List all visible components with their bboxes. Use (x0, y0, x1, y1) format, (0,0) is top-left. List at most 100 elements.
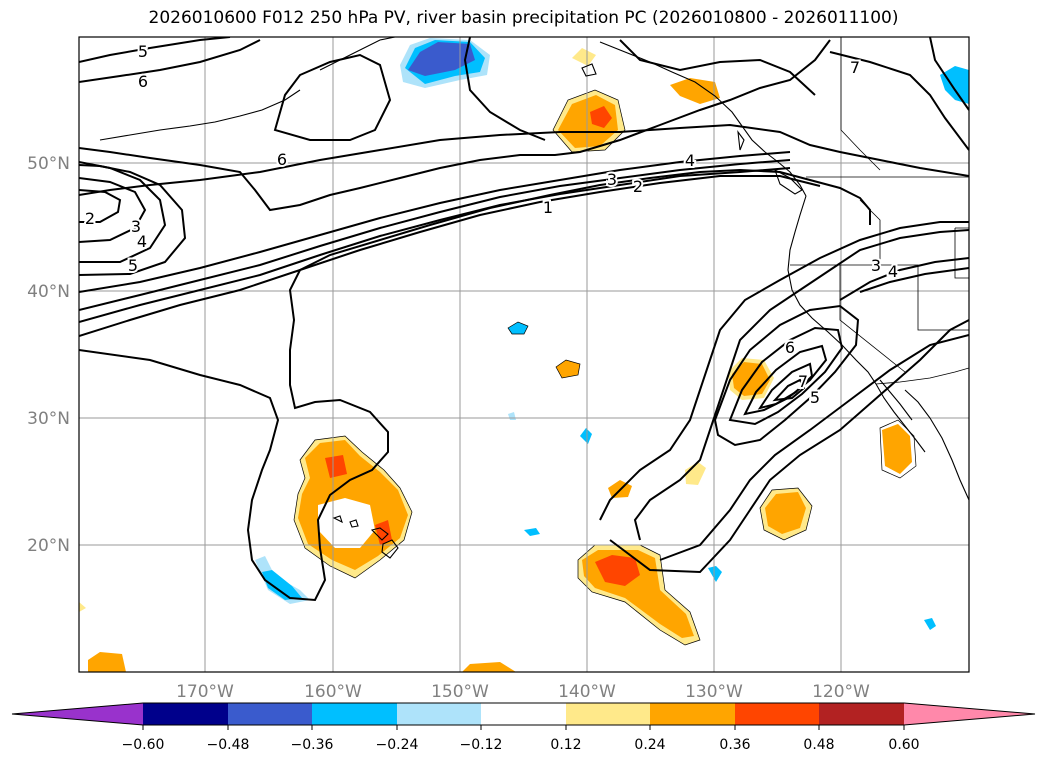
lon-label: 160°W (304, 682, 362, 702)
shade-positive-strong (590, 106, 612, 128)
colorbar-tick-label: −0.12 (460, 737, 503, 753)
shade-positive (765, 492, 806, 534)
hawaii-island (381, 539, 399, 559)
alaska-canada-border (840, 37, 881, 171)
lat-labels: 50°N 40°N 30°N 20°N (27, 154, 70, 556)
colorbar-tick-label: −0.24 (376, 737, 419, 753)
pv-contour (859, 267, 969, 293)
contour-label: 5 (138, 42, 148, 61)
state-border (880, 264, 969, 331)
contour-label: 1 (543, 198, 553, 217)
lon-label: 120°W (812, 682, 870, 702)
shade-positive (556, 360, 580, 378)
pv-contour (659, 334, 969, 561)
shade-positive-light (685, 462, 706, 485)
shade-negative (262, 570, 302, 600)
bc-coast (741, 125, 807, 197)
colorbar-segment (481, 703, 566, 725)
pv-contour (839, 257, 969, 301)
colorbar-tick-label: 0.60 (888, 737, 919, 753)
contour-label: 3 (131, 217, 141, 236)
contour-label: 4 (888, 262, 898, 281)
contour-label: 5 (128, 256, 138, 275)
pv-contour (619, 39, 816, 96)
gulf-of-california (879, 379, 913, 421)
aleutian-chain (99, 89, 301, 141)
lat-label: 40°N (27, 282, 70, 302)
pv-contour (757, 362, 814, 410)
colorbar-tick-label: 0.48 (803, 737, 834, 753)
colorbar-segment (397, 703, 481, 725)
colorbar-extend-left (12, 703, 143, 725)
shade-outline (879, 419, 917, 479)
pv-contour (79, 151, 791, 293)
shade-positive (88, 652, 126, 672)
contour-label: 7 (798, 372, 808, 391)
lon-label: 170°W (176, 682, 234, 702)
pv-contour (79, 175, 821, 337)
colorbar-segment (143, 703, 228, 725)
colorbar-tick-label: −0.48 (207, 737, 250, 753)
colorbar: −0.60 −0.48 −0.36 −0.24 −0.12 0.12 0.24 … (11, 702, 1036, 753)
shade-positive-light (79, 602, 86, 612)
pv-contour (79, 189, 122, 223)
colorbar-segment (566, 703, 650, 725)
shade-negative (524, 528, 540, 536)
alaska-south-coast (599, 41, 743, 127)
pv-contour (772, 378, 806, 402)
lon-label: 130°W (685, 682, 743, 702)
colorbar-ticks (142, 725, 905, 730)
shade-outline (293, 435, 413, 579)
map-frame (78, 36, 970, 673)
contour-label: 6 (138, 72, 148, 91)
pv-contour (79, 167, 791, 323)
shading-layer (79, 38, 969, 672)
contour-label: 2 (85, 209, 95, 228)
hawaii-island (370, 527, 389, 541)
pv-contour (79, 159, 791, 311)
pv-contour (79, 39, 831, 212)
queen-charlotte (737, 130, 745, 151)
pv-contour (79, 123, 969, 196)
contour-label: 4 (137, 232, 147, 251)
pv-contour (79, 168, 871, 602)
shade-hole (318, 498, 375, 548)
colorbar-segment (312, 703, 397, 725)
contour-labels: 5 6 6 7 4 3 2 1 2 3 4 5 3 4 6 7 5 (83, 40, 900, 409)
pv-contour (273, 53, 392, 141)
shade-negative (940, 66, 969, 104)
map-background (79, 37, 969, 672)
borders (790, 37, 969, 385)
contour-label: 6 (785, 338, 795, 357)
mexico-coast (904, 389, 969, 501)
pv-contour (463, 37, 546, 141)
shade-outline (759, 487, 813, 541)
colorbar-tick-label: 0.24 (634, 737, 665, 753)
figure-title: 2026010600 F012 250 hPa PV, river basin … (148, 8, 899, 28)
colorbar-segment (819, 703, 904, 725)
lat-label: 20°N (27, 536, 70, 556)
us-mexico-border (875, 367, 969, 385)
contour-label: 6 (277, 150, 287, 169)
shade-positive-strong (325, 455, 347, 478)
colorbar-segment (228, 703, 312, 725)
contour-label: 7 (850, 58, 860, 77)
shade-outline (555, 359, 581, 379)
contour-label: 5 (810, 388, 820, 407)
alaska-coast (319, 37, 396, 71)
contour-label: 2 (633, 177, 643, 196)
state-border (954, 227, 969, 279)
colorbar-tick-label: −0.36 (291, 737, 334, 753)
gridlines (79, 37, 969, 672)
pv-contour (929, 37, 969, 111)
colorbar-segment (735, 703, 819, 725)
hawaii-island (349, 519, 359, 528)
contour-label: 4 (685, 151, 695, 170)
colorbar-extend-right (904, 703, 1035, 725)
pv-contour (599, 221, 969, 521)
shade-negative (580, 428, 592, 444)
vancouver-island (774, 168, 803, 195)
contour-label: 3 (871, 256, 881, 275)
pv-contour (829, 51, 969, 151)
